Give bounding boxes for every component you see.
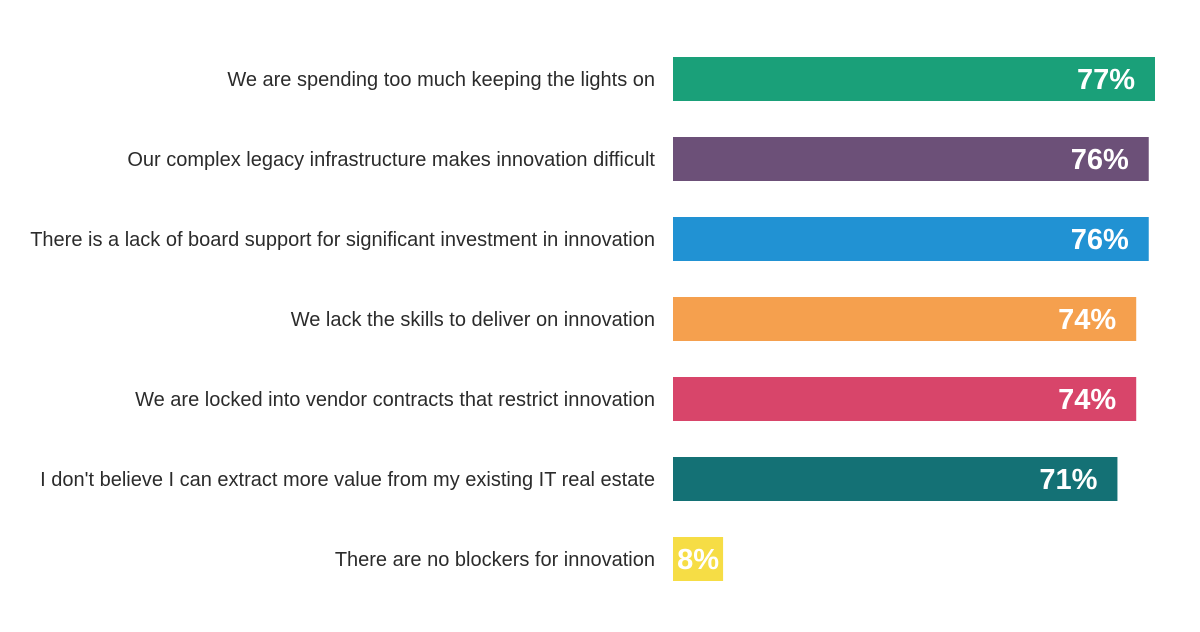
category-label: Our complex legacy infrastructure makes … <box>127 149 655 171</box>
bars-layer: We are spending too much keeping the lig… <box>30 57 1155 581</box>
category-label: We are locked into vendor contracts that… <box>135 389 655 411</box>
bar <box>673 457 1118 501</box>
value-label: 74% <box>1058 304 1116 336</box>
value-label: 76% <box>1071 224 1129 256</box>
category-label: We lack the skills to deliver on innovat… <box>291 309 655 331</box>
value-label: 8% <box>677 544 719 576</box>
value-label: 76% <box>1071 144 1129 176</box>
bar <box>673 137 1149 181</box>
bar <box>673 537 724 581</box>
value-label: 71% <box>1039 464 1097 496</box>
bar <box>673 297 1137 341</box>
category-label: I don't believe I can extract more value… <box>40 469 655 491</box>
category-label: We are spending too much keeping the lig… <box>227 69 655 91</box>
category-label: There are no blockers for innovation <box>335 549 655 571</box>
bar <box>673 57 1155 101</box>
bar <box>673 217 1149 261</box>
bar <box>673 377 1137 421</box>
category-label: There is a lack of board support for sig… <box>30 229 655 251</box>
value-label: 77% <box>1077 64 1135 96</box>
value-label: 74% <box>1058 384 1116 416</box>
